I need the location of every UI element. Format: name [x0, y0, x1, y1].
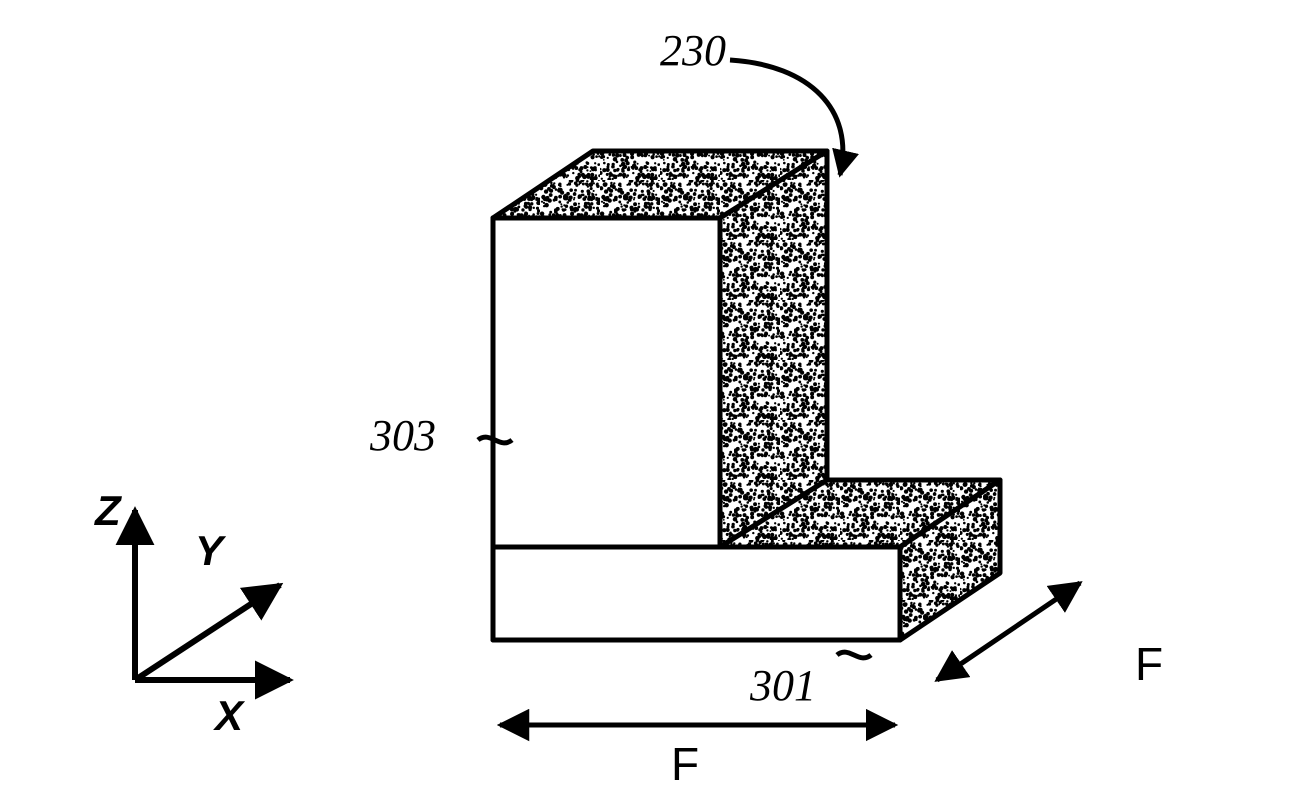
part-ref-303: 303	[369, 411, 436, 460]
axis-x-label: X	[213, 692, 246, 739]
figure-ref-230: 230	[660, 26, 726, 75]
coordinate-axes: X Y Z	[94, 487, 290, 739]
axis-y-label: Y	[195, 527, 227, 574]
dim-depth-label: F	[1135, 638, 1163, 690]
axis-y	[135, 585, 280, 680]
l-solid	[493, 151, 1000, 640]
pillar-front-face	[493, 218, 720, 547]
part-ref-301: 301	[749, 661, 816, 710]
dim-width-label: F	[671, 738, 699, 790]
axis-z-label: Z	[94, 487, 122, 534]
tick-301	[837, 652, 871, 658]
base-front-face	[493, 547, 900, 640]
